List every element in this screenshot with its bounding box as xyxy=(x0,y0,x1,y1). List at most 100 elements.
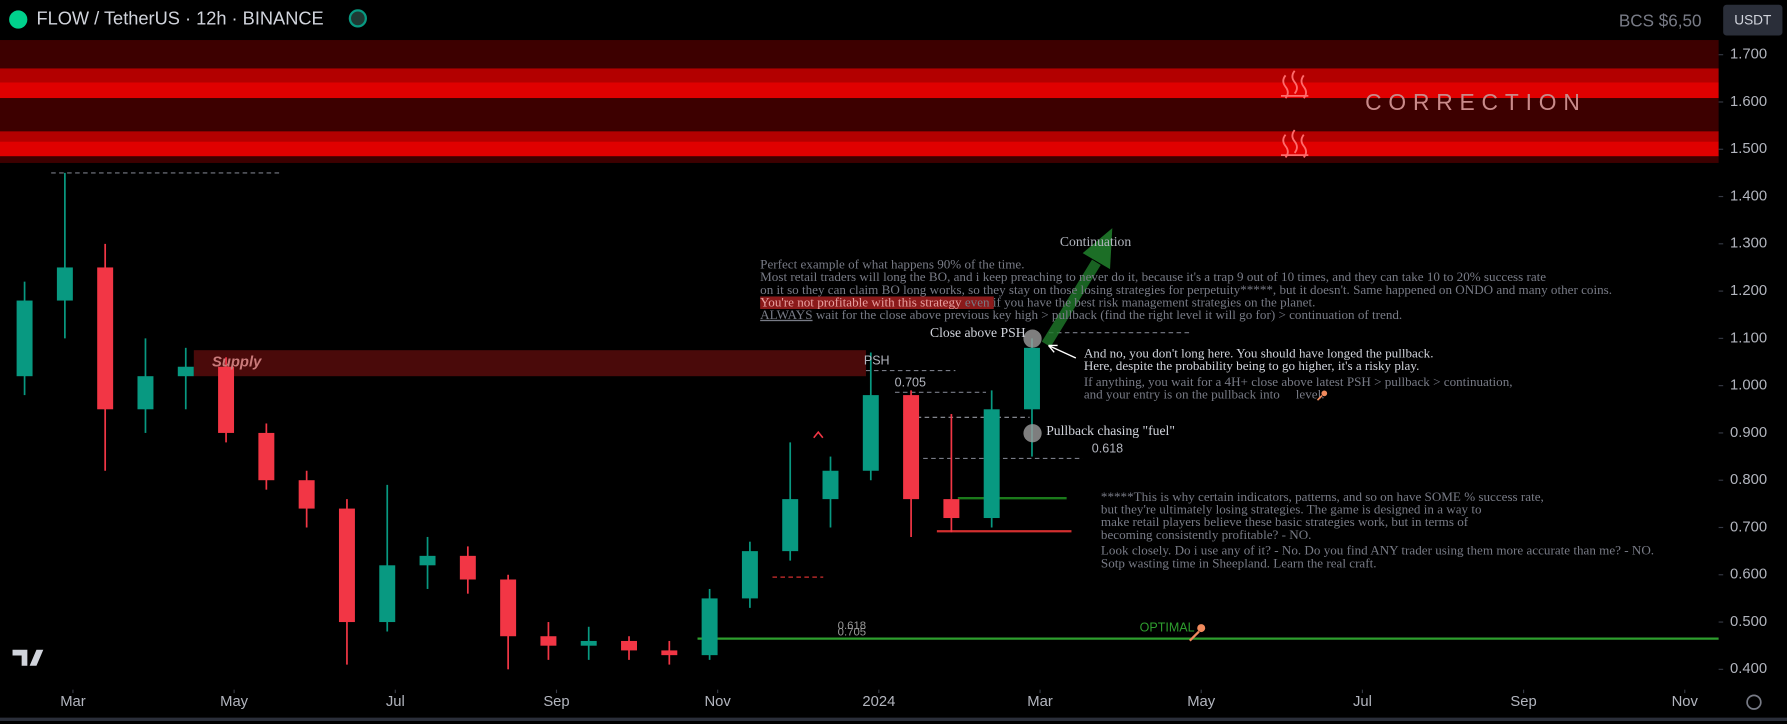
y-tick-label: 1.200 xyxy=(1730,283,1767,299)
continuation-label: Continuation xyxy=(1060,234,1131,249)
candle xyxy=(419,536,436,589)
candle-body xyxy=(983,409,1000,519)
y-tick-label: 0.700 xyxy=(1730,519,1767,535)
candle-body xyxy=(862,395,879,471)
candle-body xyxy=(218,366,235,433)
resistance-zone xyxy=(0,141,1719,157)
note-line: but they're ultimately losing strategies… xyxy=(1101,502,1482,517)
y-tick-label: 1.100 xyxy=(1730,330,1767,346)
candle-body xyxy=(822,470,839,500)
note-line: You're not profitable with this strategy… xyxy=(760,294,1315,309)
note-line: If anything, you wait for a 4H+ close ab… xyxy=(1084,374,1513,389)
y-tick-label: 1.400 xyxy=(1730,188,1767,204)
tv-logo[interactable] xyxy=(12,649,44,666)
candle-body xyxy=(782,499,799,552)
optimal-label: OPTIMAL xyxy=(1140,620,1195,634)
candle xyxy=(16,281,33,396)
candle-body xyxy=(56,267,73,301)
ticker-price: BCS $6,50 xyxy=(1619,11,1702,30)
note-line: Look closely. Do i use any of it? - No. … xyxy=(1101,543,1654,558)
candle-body xyxy=(500,579,517,637)
x-tick-label: Nov xyxy=(1672,694,1699,710)
continuation-arrow-head xyxy=(1082,228,1113,270)
note-line: ALWAYS wait for the close above previous… xyxy=(760,307,1402,322)
candle-body xyxy=(16,300,33,377)
key-icon xyxy=(1189,624,1206,642)
level-label: PSH xyxy=(864,354,890,368)
zone-label: CORRECTION xyxy=(1365,89,1587,115)
hot-icon xyxy=(1280,70,1309,99)
note-text: and your entry is on the pullback into xyxy=(1084,387,1280,402)
candle-body xyxy=(298,480,315,509)
candle xyxy=(379,484,396,632)
level-label: 0.618 xyxy=(1092,441,1123,455)
x-tick-label: May xyxy=(220,694,249,710)
pullback-label: Pullback chasing "fuel" xyxy=(1046,423,1175,438)
candle-body xyxy=(701,598,718,656)
note-line: Perfect example of what happens 90% of t… xyxy=(760,257,1024,272)
note-line: Most retail traders will long the BO, an… xyxy=(760,269,1546,284)
candle-body xyxy=(661,650,678,656)
x-tick-label: Mar xyxy=(60,694,86,710)
candle xyxy=(258,423,275,490)
candle-body xyxy=(419,555,436,566)
level-label: 0.618 xyxy=(838,620,866,632)
y-tick-label: 0.600 xyxy=(1730,567,1767,583)
resistance-zone xyxy=(0,68,1719,83)
candle xyxy=(338,499,355,665)
candle-body xyxy=(459,555,476,580)
resistance-zone xyxy=(0,98,1719,132)
key-icon xyxy=(1316,390,1328,401)
marker-bubble xyxy=(1023,329,1042,348)
candle xyxy=(137,338,154,433)
candle-body xyxy=(903,395,920,500)
close-above-label: Close above PSH xyxy=(930,325,1026,340)
candle xyxy=(701,588,718,660)
x-tick-label: May xyxy=(1187,694,1216,710)
candle xyxy=(177,347,194,410)
candle xyxy=(661,640,678,665)
note-text: level. xyxy=(1296,387,1325,402)
note-line: *****This is why certain indicators, pat… xyxy=(1101,489,1544,504)
currency-label[interactable]: USDT xyxy=(1734,12,1772,27)
settings-icon[interactable] xyxy=(1746,694,1762,710)
symbol-title[interactable]: FLOW / TetherUS · 12h · BINANCE xyxy=(36,7,323,28)
marker-bubble xyxy=(1023,424,1042,443)
note-line: becoming consistently profitable? - NO. xyxy=(1101,527,1312,542)
note-line: make retail players believe these basic … xyxy=(1101,514,1469,529)
symbol-logo xyxy=(9,10,28,29)
candle xyxy=(943,414,960,533)
candle-body xyxy=(258,432,275,481)
resistance-zone xyxy=(0,40,1719,69)
x-tick-label: Sep xyxy=(1510,694,1536,710)
y-tick-label: 1.500 xyxy=(1730,141,1767,157)
resistance-zone xyxy=(0,131,1719,142)
candle xyxy=(459,546,476,594)
candle-body xyxy=(580,640,597,646)
x-tick-label: Nov xyxy=(705,694,732,710)
market-status[interactable] xyxy=(348,9,367,28)
y-tick-label: 0.900 xyxy=(1730,425,1767,441)
candle xyxy=(500,574,517,670)
y-tick-label: 1.600 xyxy=(1730,94,1767,110)
note-line: and your entry is on the pullback into le… xyxy=(1084,387,1325,402)
note-emphasis: ALWAYS xyxy=(760,307,812,322)
y-tick-label: 1.300 xyxy=(1730,236,1767,252)
candle-body xyxy=(379,565,396,623)
candle xyxy=(782,442,799,561)
candle xyxy=(621,636,637,660)
candle-body xyxy=(338,508,355,623)
currency-button[interactable] xyxy=(1723,4,1783,36)
y-tick-label: 0.500 xyxy=(1730,614,1767,630)
y-tick-label: 0.400 xyxy=(1730,661,1767,677)
highlight xyxy=(760,296,994,310)
candle-body xyxy=(621,640,637,651)
note-line: Here, despite the probability being to g… xyxy=(1084,358,1420,373)
x-tick-label: Jul xyxy=(386,694,405,710)
resistance-zone xyxy=(0,82,1719,99)
note-text: wait for the close above previous key hi… xyxy=(813,307,1403,322)
y-tick-label: 0.800 xyxy=(1730,472,1767,488)
candle-body xyxy=(137,376,154,410)
candle xyxy=(540,622,557,660)
